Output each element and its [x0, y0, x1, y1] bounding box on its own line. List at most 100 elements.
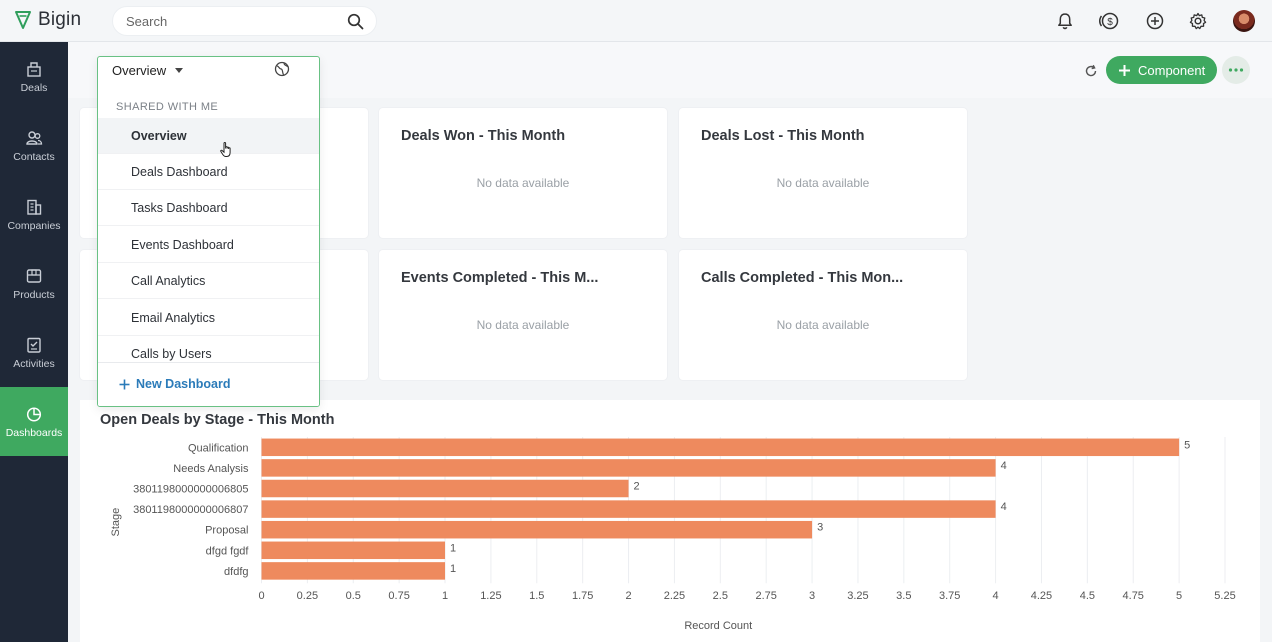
new-dashboard-label: New Dashboard: [136, 377, 231, 391]
card-deals-lost[interactable]: Deals Lost - This Month No data availabl…: [679, 108, 967, 238]
data-label: 3: [817, 522, 823, 534]
sidebar-item-label: Contacts: [13, 150, 55, 163]
dashboard-option-email-analytics[interactable]: Email Analytics: [98, 300, 319, 336]
globe-icon[interactable]: [274, 61, 290, 77]
data-label: 2: [634, 481, 640, 493]
card-title: Calls Completed - This Mon...: [701, 270, 904, 286]
deals-icon: [27, 61, 41, 77]
companies-icon: [27, 199, 42, 215]
sidebar-item-deals[interactable]: Deals: [0, 42, 68, 111]
x-axis-label: Record Count: [684, 620, 752, 632]
caret-down-icon: [175, 68, 183, 73]
sidebar-item-label: Dashboards: [5, 426, 63, 439]
x-tick-label: 2: [625, 590, 631, 602]
new-dashboard-button[interactable]: New Dashboard: [119, 377, 230, 391]
category-label: 3801198000000006805: [133, 484, 248, 496]
sidebar-item-companies[interactable]: Companies: [0, 180, 68, 249]
card-title: Events Completed - This M...: [401, 270, 599, 286]
dashboard-option-tasks[interactable]: Tasks Dashboard: [98, 190, 319, 226]
card-events-completed[interactable]: Events Completed - This M... No data ava…: [379, 250, 667, 380]
x-tick-label: 3.5: [896, 590, 911, 602]
card-title: Deals Lost - This Month: [701, 128, 865, 144]
x-tick-label: 0.25: [297, 590, 318, 602]
y-axis-label: Stage: [110, 508, 122, 537]
search-box[interactable]: [112, 6, 377, 36]
sidebar-item-activities[interactable]: Activities: [0, 318, 68, 387]
x-tick-label: 4.25: [1031, 590, 1052, 602]
app-name: Bigin: [38, 9, 82, 30]
bell-icon[interactable]: [1055, 11, 1075, 31]
coin-icon[interactable]: $: [1097, 11, 1120, 31]
selected-dashboard: Overview: [112, 63, 167, 78]
add-component-button[interactable]: Component: [1106, 56, 1217, 84]
x-tick-label: 4: [993, 590, 999, 602]
dashboard-option-call-analytics[interactable]: Call Analytics: [98, 263, 319, 299]
x-tick-label: 2.5: [713, 590, 728, 602]
dashboard-selector[interactable]: Overview: [98, 57, 319, 85]
sidebar-item-dashboards[interactable]: Dashboards: [0, 387, 68, 456]
refresh-icon[interactable]: [1083, 63, 1099, 79]
sidebar-item-label: Products: [13, 288, 55, 301]
sidebar-item-label: Activities: [13, 357, 55, 370]
data-label: 5: [1184, 439, 1190, 451]
x-tick-label: 0.5: [346, 590, 361, 602]
bar: [261, 500, 996, 518]
activities-icon: [27, 337, 41, 353]
x-tick-label: 1: [442, 590, 448, 602]
plus-icon: [1119, 64, 1130, 76]
bar: [261, 520, 813, 539]
x-tick-label: 0.75: [388, 590, 409, 602]
x-tick-label: 5: [1176, 590, 1182, 602]
chart-title: Open Deals by Stage - This Month: [100, 412, 335, 428]
x-tick-label: 0: [258, 590, 264, 602]
bar: [261, 438, 1180, 457]
sidebar-item-label: Companies: [7, 219, 61, 232]
gear-icon[interactable]: [1188, 11, 1208, 31]
products-icon: [26, 268, 42, 283]
bar: [261, 459, 996, 477]
sidebar: Deals Contacts Companies Products: [0, 42, 68, 642]
search-icon[interactable]: [347, 13, 364, 30]
bigin-logo-icon: [15, 11, 31, 29]
category-label: Needs Analysis: [173, 463, 249, 475]
more-icon: [1228, 68, 1244, 72]
card-title: Deals Won - This Month: [401, 128, 566, 144]
dashboard-option-events[interactable]: Events Dashboard: [98, 227, 319, 263]
category-label: Qualification: [188, 442, 249, 454]
x-tick-label: 3.75: [939, 590, 960, 602]
sidebar-item-contacts[interactable]: Contacts: [0, 111, 68, 180]
top-bar: Bigin $: [0, 0, 1272, 42]
search-input[interactable]: [126, 14, 346, 29]
more-options-button[interactable]: [1222, 56, 1250, 84]
data-label: 1: [450, 563, 456, 575]
card-empty-message: No data available: [776, 176, 870, 190]
category-label: Proposal: [205, 525, 248, 537]
x-tick-label: 4.5: [1080, 590, 1095, 602]
x-tick-label: 2.25: [664, 590, 685, 602]
x-tick-label: 1.75: [572, 590, 593, 602]
contacts-icon: [26, 130, 43, 145]
avatar[interactable]: [1233, 10, 1255, 32]
data-label: 4: [1001, 460, 1007, 472]
dashboards-icon: [26, 406, 42, 422]
card-empty-message: No data available: [476, 176, 570, 190]
shared-with-me-heading: SHARED WITH ME: [116, 101, 219, 113]
x-tick-label: 1.5: [529, 590, 544, 602]
bar: [261, 541, 446, 560]
category-label: 3801198000000006807: [133, 504, 248, 516]
card-empty-message: No data available: [776, 318, 870, 332]
x-tick-label: 4.75: [1123, 590, 1144, 602]
card-calls-completed[interactable]: Calls Completed - This Mon... No data av…: [679, 250, 967, 380]
dashboard-option-deals[interactable]: Deals Dashboard: [98, 154, 319, 190]
plus-circle-icon[interactable]: [1145, 11, 1165, 31]
dashboard-option-overview[interactable]: Overview: [98, 118, 319, 154]
app-logo[interactable]: Bigin: [14, 9, 81, 31]
sidebar-item-products[interactable]: Products: [0, 249, 68, 318]
x-tick-label: 3: [809, 590, 815, 602]
bar: [261, 562, 446, 580]
component-button-label: Component: [1138, 62, 1206, 78]
card-deals-won[interactable]: Deals Won - This Month No data available: [379, 108, 667, 238]
bar: [261, 479, 629, 498]
category-label: dfdfg: [224, 566, 248, 578]
